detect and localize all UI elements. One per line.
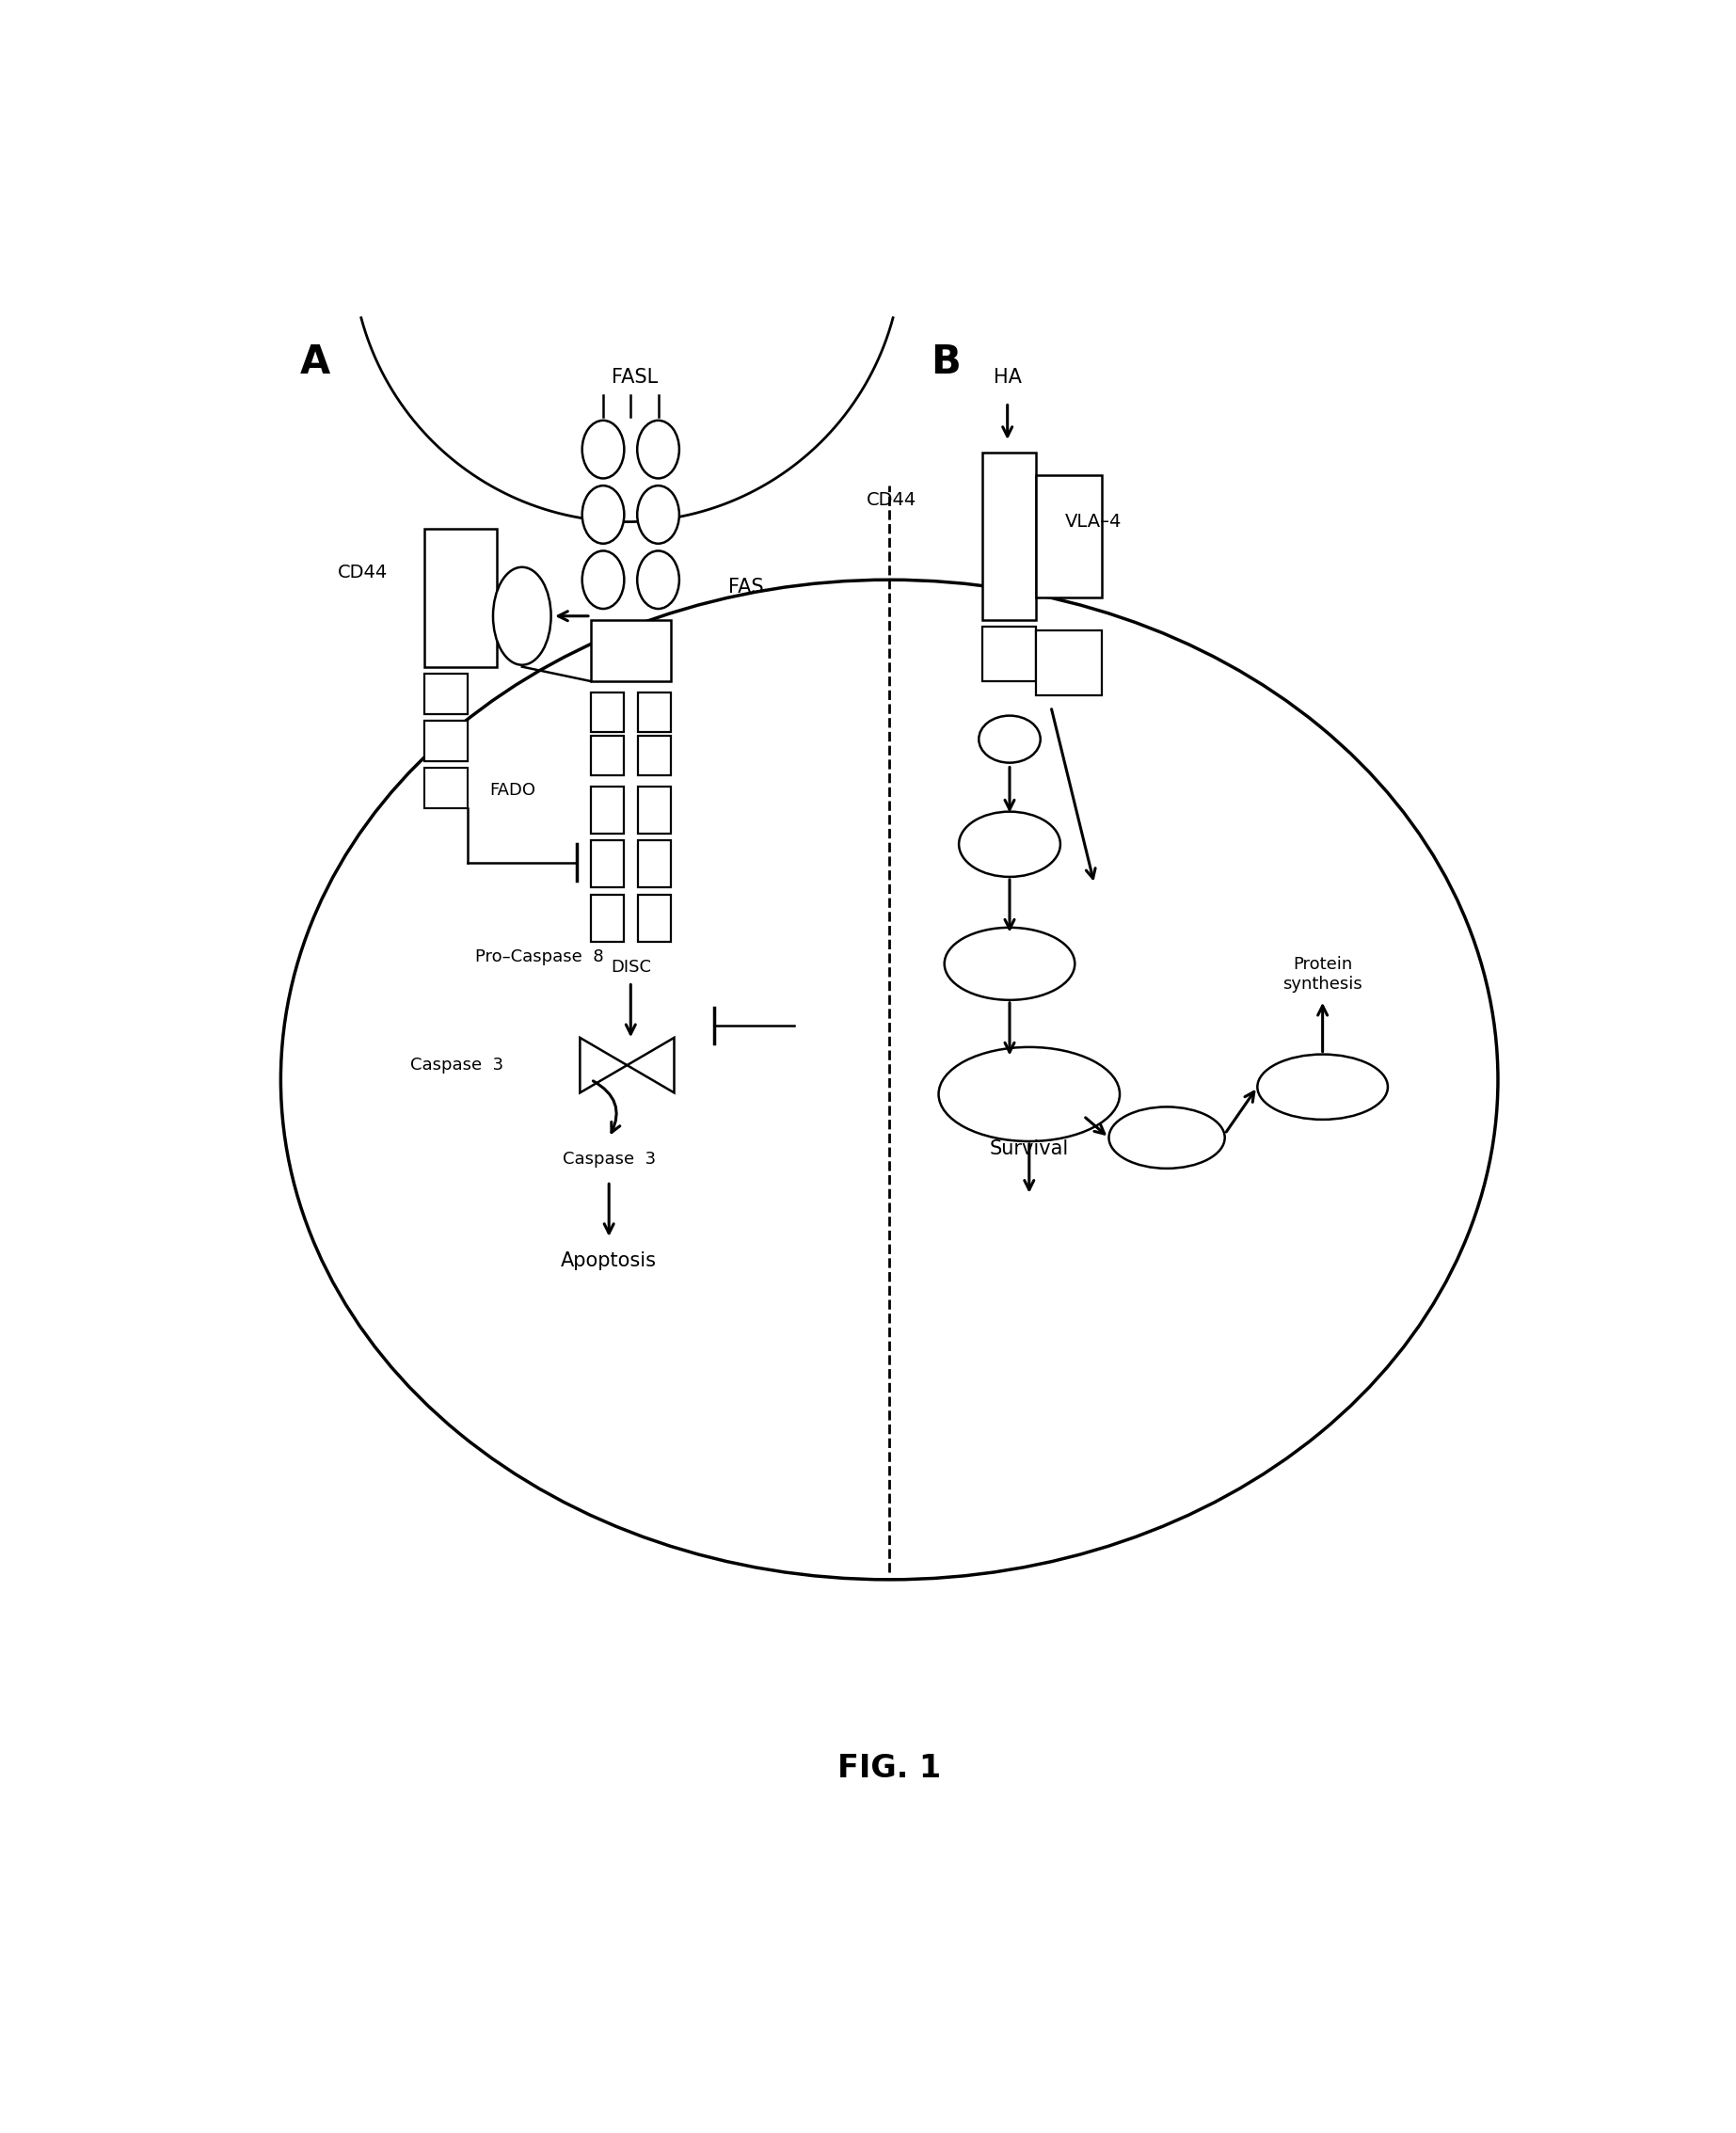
Ellipse shape <box>939 1047 1120 1141</box>
Text: B: B <box>930 343 960 382</box>
Text: Survival: Survival <box>990 1139 1069 1158</box>
Bar <box>1036 631 1102 695</box>
Bar <box>424 529 496 668</box>
Text: CD44: CD44 <box>866 491 917 510</box>
Bar <box>590 787 623 834</box>
Ellipse shape <box>979 717 1040 764</box>
Ellipse shape <box>1257 1054 1387 1120</box>
Bar <box>983 452 1036 621</box>
Text: FAS: FAS <box>729 578 764 597</box>
Text: Caspase  3: Caspase 3 <box>562 1152 656 1169</box>
Ellipse shape <box>637 550 679 608</box>
Ellipse shape <box>582 550 625 608</box>
Ellipse shape <box>637 420 679 478</box>
Ellipse shape <box>582 486 625 544</box>
Bar <box>424 674 467 715</box>
Bar <box>637 787 670 834</box>
Text: Caspase  3: Caspase 3 <box>411 1056 503 1073</box>
Text: DISC: DISC <box>611 960 651 977</box>
Text: HA: HA <box>993 367 1021 386</box>
Bar <box>590 896 623 943</box>
Bar <box>1036 476 1102 597</box>
Bar <box>637 840 670 887</box>
Bar <box>590 840 623 887</box>
Bar <box>424 721 467 761</box>
Bar <box>424 768 467 808</box>
Bar <box>637 736 670 776</box>
Text: Protein
synthesis: Protein synthesis <box>1283 956 1363 992</box>
Bar <box>637 691 670 732</box>
Text: FIG. 1: FIG. 1 <box>837 1753 941 1783</box>
Ellipse shape <box>944 928 1075 1000</box>
Bar <box>983 627 1036 680</box>
Bar <box>590 736 623 776</box>
Text: FADO: FADO <box>490 781 535 798</box>
Text: CD44: CD44 <box>339 563 387 582</box>
Bar <box>424 721 467 761</box>
Text: FASL: FASL <box>611 367 658 386</box>
Ellipse shape <box>958 813 1061 877</box>
Bar <box>590 691 623 732</box>
Ellipse shape <box>637 486 679 544</box>
Ellipse shape <box>582 420 625 478</box>
Text: A: A <box>300 343 330 382</box>
Bar <box>590 621 670 680</box>
Ellipse shape <box>1109 1107 1226 1169</box>
Text: VLA–4: VLA–4 <box>1066 512 1121 531</box>
Text: Apoptosis: Apoptosis <box>561 1252 656 1271</box>
Ellipse shape <box>281 580 1498 1581</box>
Text: Pro–Caspase  8: Pro–Caspase 8 <box>476 947 604 964</box>
Bar <box>637 896 670 943</box>
Ellipse shape <box>493 567 550 665</box>
